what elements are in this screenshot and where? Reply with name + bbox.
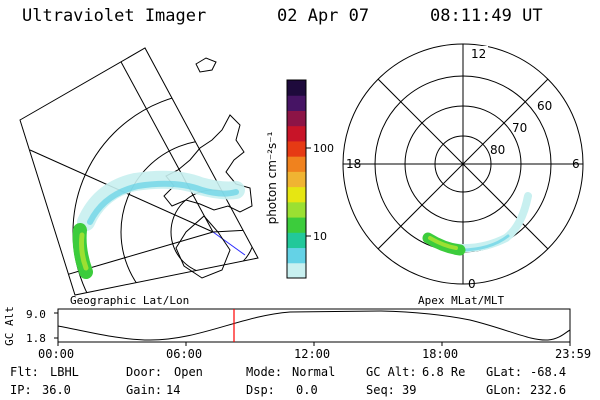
mlt-label-dusk: 18 [346,157,361,171]
colorbar-segment [287,232,306,249]
meridian-line [34,231,214,285]
polar-caption: Apex MLat/MLT [418,294,504,307]
observation-date: 02 Apr 07 [277,6,370,26]
colorbar-unit: photon cm⁻²s⁻¹ [265,131,279,224]
coastline [163,114,253,213]
lat-label-70: 70 [512,121,527,135]
colorbar-segment [287,201,306,218]
timeline-xtick: 18:00 [422,347,458,361]
colorbar-segment [287,125,306,142]
info-value: Normal [292,365,335,379]
timeline-xtick: 06:00 [166,347,202,361]
coastline [195,57,217,73]
info-panel: Flt: LBHL Door: Open Mode: Normal GC Alt… [10,365,566,397]
info-label: Flt: [10,365,39,379]
colorbar-segment [287,247,306,264]
coastline [175,215,231,279]
orbit-timeline [54,308,571,346]
colorbar-segment [287,95,306,111]
colorbar-segment [287,186,306,203]
info-label: Gain: [126,383,162,397]
info-label: Door: [126,365,162,379]
lat-label-60: 60 [537,99,552,113]
info-label: GLat: [486,365,522,379]
geo-caption: Geographic Lat/Lon [70,294,189,307]
mlt-label-dawn: 6 [572,157,580,171]
meridian-line [212,231,246,256]
info-label: Seq: [366,383,395,397]
info-value: 14 [166,383,180,397]
info-value: 39 [402,383,416,397]
colorbar-segment [287,156,306,172]
info-label: IP: [10,383,32,397]
map-boundary [19,47,259,296]
label-bg [470,46,488,60]
aurora-polar [422,192,532,256]
info-value: 232.6 [530,383,566,397]
colorbar-segment [287,262,306,279]
lat-label-80: 80 [490,143,505,157]
timeline-frame [57,308,571,343]
instrument-title: Ultraviolet Imager [22,6,207,26]
mlt-label-midnight: 0 [468,277,476,291]
meridian-line [212,229,251,233]
aurora-geo [72,170,245,279]
colorbar-frame [286,79,307,279]
info-value: 0.0 [296,383,318,397]
info-label: GC Alt: [366,365,417,379]
timeline-xtick: 23:59 [555,347,591,361]
timeline-xtick: 12:00 [294,347,330,361]
info-label: Mode: [246,365,282,379]
info-value: LBHL [50,365,79,379]
colorbar-segment [287,171,306,188]
info-label: Dsp: [246,383,275,397]
timeline-ytick: 1.8 [26,332,46,345]
timeline-xtick: 00:00 [38,347,74,361]
timeline-ytick: 9.0 [26,308,46,321]
timeline-ylabel: GC Alt [3,306,16,346]
info-label: GLon: [486,383,522,397]
meridian-line [119,59,214,233]
info-value: Open [174,365,203,379]
colorbar-tick-label: 100 [313,142,334,155]
colorbar-segment [287,110,306,127]
colorbar [286,79,307,279]
mlt-line [377,78,549,250]
info-value: 6.8 Re [422,365,465,379]
colorbar-segment [287,217,306,233]
observation-time: 08:11:49 UT [430,6,543,26]
info-value: -68.4 [530,365,566,379]
info-value: 36.0 [42,383,71,397]
altitude-curve [57,310,571,341]
geographic-map [19,47,259,296]
mlt-label-noon: 12 [471,47,486,61]
colorbar-tick-label: 10 [313,230,327,243]
colorbar-segment [287,80,306,96]
colorbar-segment [287,140,306,157]
